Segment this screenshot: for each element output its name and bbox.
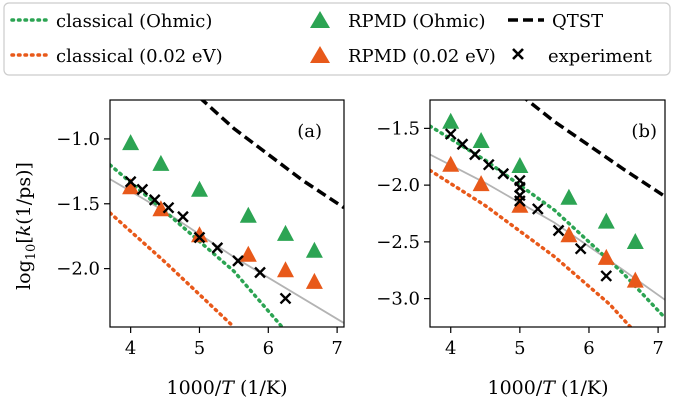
panel-a-rpmd-ohmic-point bbox=[277, 224, 294, 241]
panel-b-y-tick-label: −2.0 bbox=[376, 175, 420, 196]
panel-b-x-tick-label: 7 bbox=[652, 338, 663, 359]
panel-a-rpmd-0-02-ev-point bbox=[305, 272, 323, 289]
panel-a-experiment-point bbox=[177, 210, 189, 223]
panel-b-experiment-point bbox=[482, 158, 495, 171]
panel-a-qtst-line bbox=[199, 100, 344, 210]
panel-b-y-tick-label: −3.0 bbox=[376, 289, 420, 310]
legend: classical (Ohmic) RPMD (Ohmic) QTST clas… bbox=[3, 2, 671, 76]
panel-a-experiment-point bbox=[162, 201, 175, 214]
panel-b-experiment-point bbox=[456, 138, 469, 151]
panel-a-experiment-point bbox=[136, 183, 149, 196]
panel-a-rpmd-ohmic-point bbox=[239, 206, 257, 223]
panel-b-x-tick-label: 5 bbox=[514, 338, 525, 359]
panel-a-y-tick-label: −1.0 bbox=[56, 129, 100, 150]
panel-a-classical-0-02-ev-line bbox=[110, 211, 236, 327]
panel-a-experiment-point bbox=[279, 292, 292, 305]
panel-b-rpmd-ohmic-point bbox=[511, 157, 529, 173]
panel-b-rpmd-ohmic-point bbox=[626, 233, 644, 249]
panel-a-rpmd-ohmic-point bbox=[305, 241, 323, 258]
panel-b-experiment-point bbox=[469, 148, 481, 161]
panel-a-plot-area bbox=[110, 100, 344, 327]
panel-b-y-tick-label: −1.5 bbox=[376, 118, 420, 139]
panel-b-experiment-point bbox=[574, 242, 587, 255]
panel-a-label: (a) bbox=[297, 121, 322, 142]
legend-label-rpmd-002: RPMD (0.02 eV) bbox=[348, 46, 496, 67]
panel-b-rpmd-0-02-ev-point bbox=[560, 226, 578, 243]
panel-a-y-tick-label: −2.0 bbox=[56, 259, 100, 280]
panel-b-rpmd-0-02-ev-point bbox=[511, 196, 529, 213]
panel-b-rpmd-0-02-ev-point bbox=[626, 271, 644, 288]
panel-a-frame bbox=[109, 99, 345, 328]
panel-b-qtst-line bbox=[524, 100, 665, 198]
legend-label-qtst: QTST bbox=[552, 11, 603, 32]
panel-a-rpmd-ohmic-point bbox=[191, 180, 208, 197]
panel-a-experiment-point bbox=[254, 266, 266, 279]
panel-a-x-tick-label: 4 bbox=[125, 338, 136, 359]
panel-b-ticks: 4 5 6 7 −1.5 −2.0 −2.5 −3.0 bbox=[376, 118, 664, 359]
panel-b-rpmd-0-02-ev-point bbox=[597, 248, 615, 265]
panel-b-rpmd-ohmic-point bbox=[442, 112, 460, 129]
panel-a-y-tick-label: −1.5 bbox=[56, 194, 100, 215]
panel-b-label: (b) bbox=[631, 121, 657, 142]
panel-b-experiment-point bbox=[600, 270, 613, 282]
legend-label-classical-ohmic: classical (Ohmic) bbox=[56, 11, 212, 32]
panel-b-experiment-point bbox=[514, 195, 526, 207]
panel-b-frame bbox=[429, 99, 666, 328]
panel-a-x-tick-label: 6 bbox=[263, 338, 274, 359]
panel-b-experiment-point bbox=[552, 224, 565, 237]
panel-b-x-tick-label: 4 bbox=[445, 338, 456, 359]
panel-b-experiment-point bbox=[497, 167, 510, 180]
panel-a-rpmd-0-02-ev-point bbox=[122, 178, 140, 195]
panel-a-x-tick-label: 7 bbox=[331, 338, 342, 359]
panel-a-x-axis-label: 1000/T (1/K) bbox=[166, 377, 287, 399]
panel-b-experiment-point bbox=[531, 203, 544, 215]
panel-b: 4 5 6 7 −1.5 −2.0 −2.5 −3.0 (b) 1000/T (1/K) bbox=[376, 99, 666, 399]
panel-a-experiment-point bbox=[193, 231, 206, 244]
panel-a: 4 5 6 7 −1.0 −1.5 −2.0 (a) 1000/T (1/K) bbox=[56, 99, 345, 399]
panel-a-experiment-point bbox=[124, 175, 137, 188]
panel-b-rpmd-ohmic-point bbox=[472, 132, 490, 148]
panel-a-rpmd-0-02-ev-point bbox=[239, 245, 257, 262]
legend-label-experiment: experiment bbox=[548, 46, 653, 67]
panel-b-plot-area bbox=[430, 100, 665, 327]
panel-b-rpmd-ohmic-point bbox=[597, 212, 615, 229]
panel-a-x-tick-label: 5 bbox=[194, 338, 205, 359]
panel-a-rpmd-ohmic-point bbox=[122, 134, 140, 151]
panel-a-experiment-point bbox=[211, 242, 224, 254]
panel-a-experiment-point bbox=[148, 194, 161, 206]
legend-frame bbox=[3, 2, 671, 76]
panel-a-ticks: 4 5 6 7 −1.0 −1.5 −2.0 bbox=[56, 129, 343, 359]
panel-a-rpmd-0-02-ev-point bbox=[191, 226, 208, 243]
panel-b-fit-line bbox=[430, 153, 665, 301]
legend-handle-rpmd-ohmic bbox=[310, 11, 330, 28]
legend-handle-experiment bbox=[512, 48, 524, 60]
panel-a-experiment-point bbox=[232, 254, 244, 267]
panel-b-x-tick-label: 6 bbox=[583, 338, 594, 359]
panel-b-rpmd-0-02-ev-point bbox=[472, 175, 490, 192]
panel-b-y-tick-label: −2.5 bbox=[376, 232, 420, 253]
panel-b-rpmd-ohmic-point bbox=[560, 188, 578, 205]
legend-label-classical-002: classical (0.02 eV) bbox=[56, 46, 223, 67]
panel-b-experiment-point bbox=[444, 128, 457, 140]
y-axis-label: log10[k(1/ps)] bbox=[13, 162, 39, 290]
panel-a-fit-line bbox=[110, 178, 344, 324]
panel-b-rpmd-0-02-ev-point bbox=[442, 155, 460, 172]
legend-label-rpmd-ohmic: RPMD (Ohmic) bbox=[348, 11, 486, 32]
panel-a-rpmd-ohmic-point bbox=[152, 154, 170, 171]
legend-handle-rpmd-002 bbox=[310, 46, 330, 63]
panel-a-rpmd-0-02-ev-point bbox=[277, 261, 294, 278]
panel-b-classical-ohmic-line bbox=[430, 124, 665, 320]
panel-b-x-axis-label: 1000/T (1/K) bbox=[487, 377, 608, 399]
panel-b-classical-0-02-ev-line bbox=[430, 168, 633, 327]
